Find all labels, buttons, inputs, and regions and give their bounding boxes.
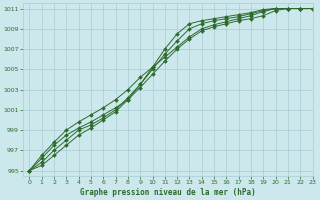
X-axis label: Graphe pression niveau de la mer (hPa): Graphe pression niveau de la mer (hPa): [80, 188, 256, 197]
